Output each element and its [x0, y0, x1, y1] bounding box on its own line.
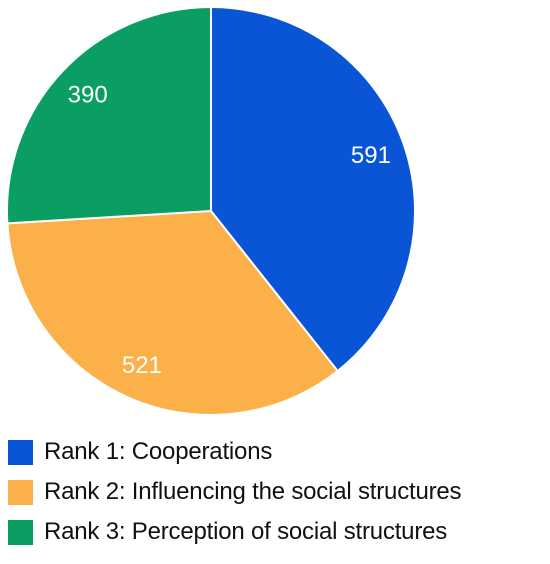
legend-item-rank-2[interactable]: Rank 2: Influencing the social structure… — [8, 472, 548, 512]
legend-label-rank-2: Rank 2: Influencing the social structure… — [44, 478, 462, 505]
slice-value-label-rank-2: 521 — [122, 352, 162, 379]
slice-value-label-rank-3: 390 — [68, 81, 108, 108]
pie-slices — [6, 6, 416, 416]
legend-item-rank-3[interactable]: Rank 3: Perception of social structures — [8, 512, 548, 552]
legend-label-rank-3: Rank 3: Perception of social structures — [44, 518, 448, 545]
legend-swatch-rank-2 — [8, 479, 33, 505]
pie-slice-rank-3[interactable] — [6, 6, 212, 225]
slice-value-label-rank-1: 591 — [351, 142, 391, 169]
legend-label-rank-1: Rank 1: Cooperations — [44, 438, 273, 465]
pie-slice-rank-2[interactable] — [6, 210, 339, 416]
legend-item-rank-1[interactable]: Rank 1: Cooperations — [8, 432, 548, 472]
pie-slice-rank-1[interactable] — [210, 6, 416, 372]
legend: Rank 1: Cooperations Rank 2: Influencing… — [8, 432, 548, 552]
legend-swatch-rank-3 — [8, 519, 33, 545]
pie-plot-area: 591 521 390 — [6, 6, 416, 416]
legend-swatch-rank-1 — [8, 439, 33, 465]
